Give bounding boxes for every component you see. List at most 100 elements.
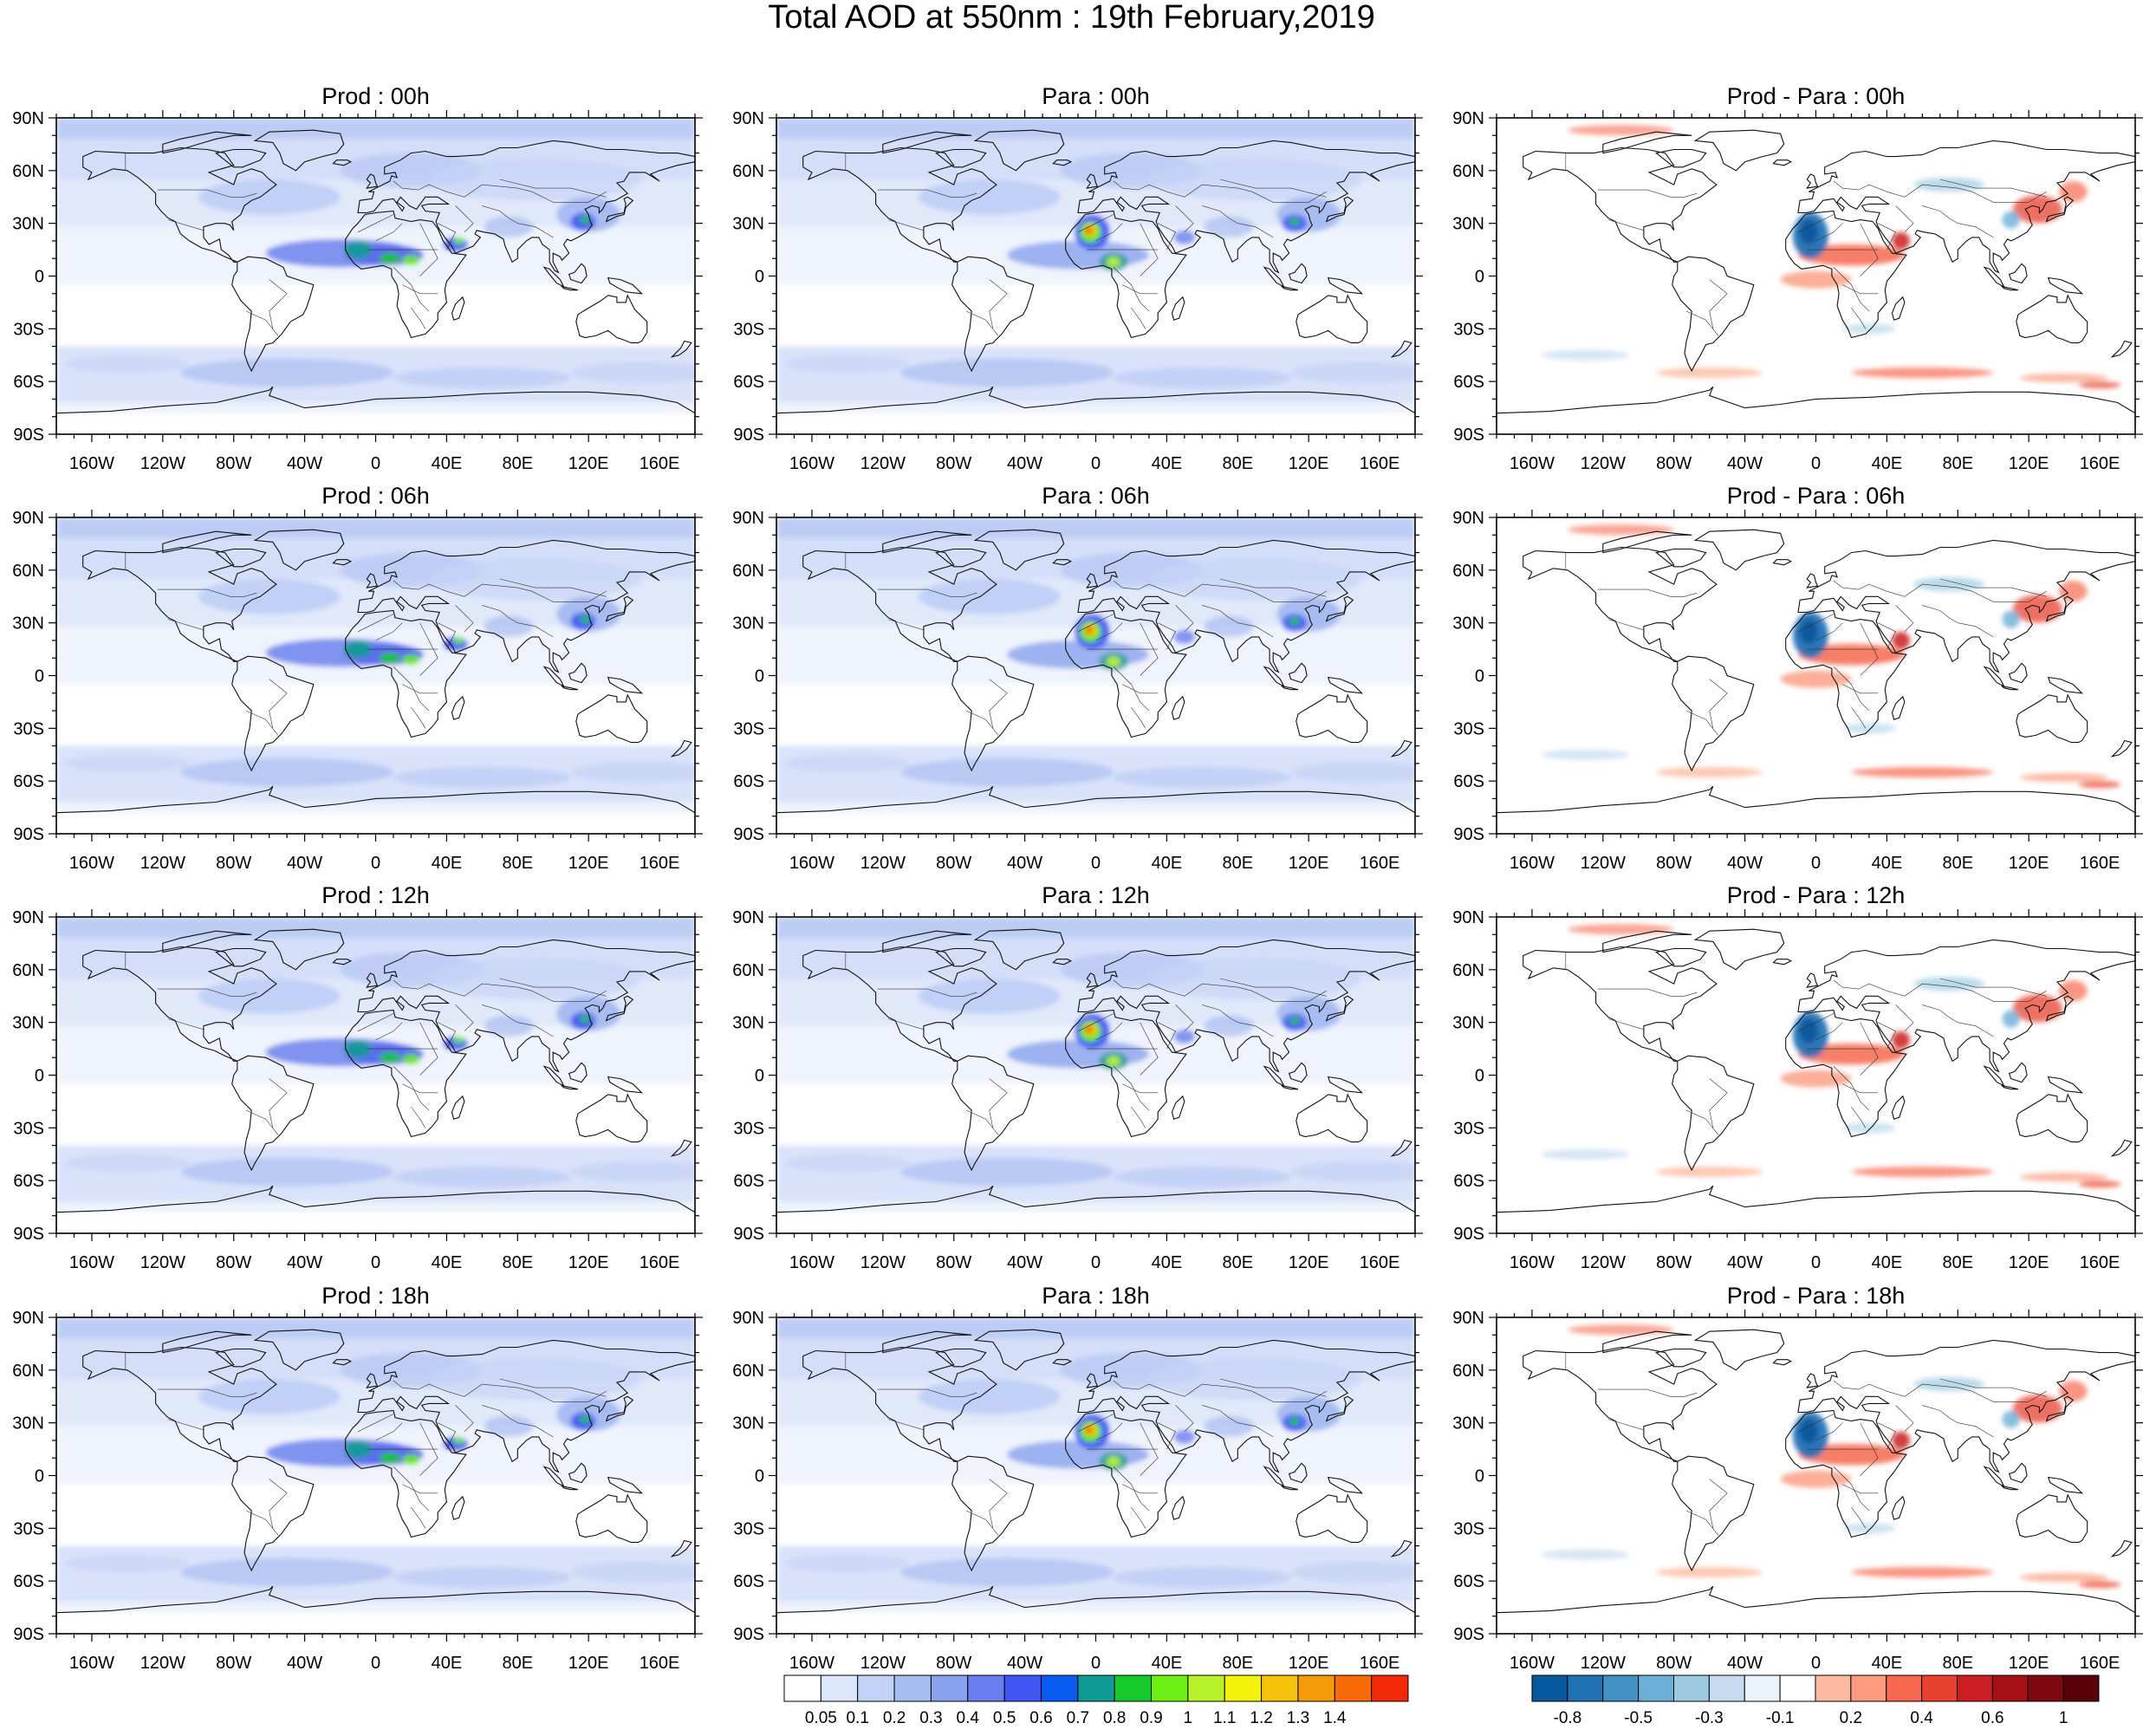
aod-colorbar-label: 1.2 [1250, 1709, 1272, 1727]
lat-tick-label: 30S [1453, 1119, 1484, 1138]
lon-tick-label: 160W [1510, 454, 1555, 473]
lon-tick-label: 40W [1727, 454, 1763, 473]
lat-tick-label: 30N [732, 1014, 764, 1033]
lat-tick-label: 60N [732, 1362, 764, 1381]
lon-tick-label: 80E [502, 1253, 533, 1272]
lon-tick-label: 160E [640, 1253, 680, 1272]
lat-tick-label: 60S [733, 772, 764, 791]
lat-tick-label: 30N [12, 614, 44, 634]
diff-colorbar-label: 0.2 [1840, 1709, 1862, 1727]
map-panel: Para : 00h 90N 60N 30N 0 30S 60S 90S 160W 120W 80W… [732, 83, 1423, 473]
lat-tick-label: 0 [35, 1067, 44, 1086]
world-map: 90N 60N 30N 0 30S 60S 90S 160W 120W 80W 40W 0 40E 80E… [12, 509, 703, 873]
lon-tick-label: 80W [936, 454, 971, 473]
lon-tick-label: 120W [1581, 454, 1626, 473]
lon-tick-label: 40E [432, 454, 463, 473]
lon-tick-label: 0 [371, 454, 380, 473]
lon-tick-label: 120W [140, 1253, 185, 1272]
axis-ticks [49, 110, 703, 442]
lat-tick-label: 60S [13, 373, 44, 392]
lat-tick-label: 30N [732, 614, 764, 634]
lat-tick-label: 60N [12, 1362, 44, 1381]
lat-tick-label: 0 [35, 1467, 44, 1486]
panel-title: Para : 18h [1042, 1283, 1150, 1309]
lon-tick-label: 80W [936, 1253, 971, 1272]
aod-colorbar-label: 1 [1184, 1709, 1193, 1727]
lon-tick-label: 40W [1727, 854, 1763, 873]
lon-tick-label: 80E [1942, 454, 1973, 473]
lon-tick-label: 40W [1007, 854, 1042, 873]
lon-tick-label: 40E [1872, 1253, 1903, 1272]
lon-tick-label: 40E [432, 1253, 463, 1272]
lon-tick-label: 120W [140, 1654, 185, 1673]
lat-tick-label: 30S [1453, 1519, 1484, 1538]
country-borders [1565, 552, 2047, 736]
lon-tick-label: 120E [568, 854, 609, 873]
panel-title: Prod : 12h [321, 882, 430, 908]
lon-tick-label: 0 [371, 854, 380, 873]
lon-tick-label: 0 [371, 1654, 380, 1673]
lon-tick-label: 120W [140, 854, 185, 873]
lat-tick-label: 30N [1452, 1414, 1484, 1434]
lat-tick-label: 90N [12, 509, 44, 528]
lon-tick-label: 160E [640, 1654, 680, 1673]
lat-tick-label: 0 [35, 667, 44, 686]
lat-tick-label: 90N [732, 908, 764, 927]
colorbar-swatch [1779, 1674, 1816, 1702]
world-map: 90N 60N 30N 0 30S 60S 90S 160W 120W 80W 40W 0 40E 80E… [732, 109, 1423, 473]
diff-colorbar-label: -0.3 [1695, 1709, 1724, 1727]
colorbar-swatch [1151, 1674, 1189, 1702]
lon-tick-label: 40W [287, 1654, 322, 1673]
lat-tick-label: 0 [755, 667, 764, 686]
lon-tick-label: 40E [1152, 854, 1183, 873]
lat-tick-label: 90S [13, 1625, 44, 1644]
lon-tick-label: 0 [1811, 1654, 1821, 1673]
lat-tick-label: 60S [1453, 1572, 1484, 1591]
lon-tick-label: 80W [936, 1654, 971, 1673]
aod-colorbar-label: 0.4 [957, 1709, 980, 1727]
lon-tick-label: 80W [1656, 454, 1692, 473]
field-layer [56, 517, 695, 813]
lon-tick-label: 80W [1656, 1253, 1692, 1272]
map-panel: Prod - Para : 18h 90N 60N 30N 0 30S 60S 90S 160W… [1452, 1283, 2143, 1673]
aod-colorbar-label: 0.8 [1103, 1709, 1126, 1727]
lon-tick-label: 160W [69, 454, 114, 473]
lon-tick-label: 40E [432, 854, 463, 873]
panel-title: Para : 12h [1042, 882, 1150, 908]
lon-tick-label: 160E [1360, 854, 1400, 873]
lon-tick-label: 120W [860, 1654, 906, 1673]
lon-tick-label: 120W [860, 454, 906, 473]
lat-tick-label: 90N [12, 1309, 44, 1328]
panel-title: Prod : 18h [321, 1283, 430, 1309]
colorbar-swatch [1531, 1674, 1568, 1702]
coastlines [56, 928, 695, 1233]
figure-title: Total AOD at 550nm : 19th February,2019 [768, 0, 1375, 36]
lon-tick-label: 120E [568, 1654, 609, 1673]
lat-tick-label: 0 [1475, 1467, 1484, 1486]
lon-tick-label: 160W [1510, 854, 1555, 873]
lat-tick-label: 30S [13, 320, 44, 339]
colorbar-swatch [1371, 1674, 1409, 1702]
map-panel: Para : 18h 90N 60N 30N 0 30S 60S 90S 160W 120W 80W… [732, 1283, 1423, 1673]
lon-tick-label: 80E [502, 1654, 533, 1673]
lat-tick-label: 90S [733, 1625, 764, 1644]
lon-tick-label: 120E [2009, 1253, 2049, 1272]
lon-tick-label: 80W [1656, 1654, 1692, 1673]
country-borders [845, 1352, 1327, 1536]
colorbar-swatch [1957, 1674, 1993, 1702]
lat-tick-label: 60N [1452, 1362, 1484, 1381]
lon-tick-label: 160W [789, 854, 834, 873]
lon-tick-label: 80E [1222, 454, 1253, 473]
panel-title: Prod : 06h [321, 483, 430, 509]
lon-tick-label: 40E [1152, 1253, 1183, 1272]
field-layer [776, 1317, 1415, 1613]
axis-ticks [1489, 1310, 2143, 1642]
coastlines [1497, 529, 2135, 834]
country-borders [1565, 1352, 2047, 1536]
lon-tick-label: 40W [1007, 1253, 1042, 1272]
lon-tick-label: 160E [1360, 1654, 1400, 1673]
world-map: 90N 60N 30N 0 30S 60S 90S 160W 120W 80W 40W 0 40E 80E… [12, 1309, 703, 1673]
lon-tick-label: 80W [1656, 854, 1692, 873]
lat-tick-label: 90S [733, 426, 764, 445]
lat-tick-label: 90S [13, 1225, 44, 1244]
